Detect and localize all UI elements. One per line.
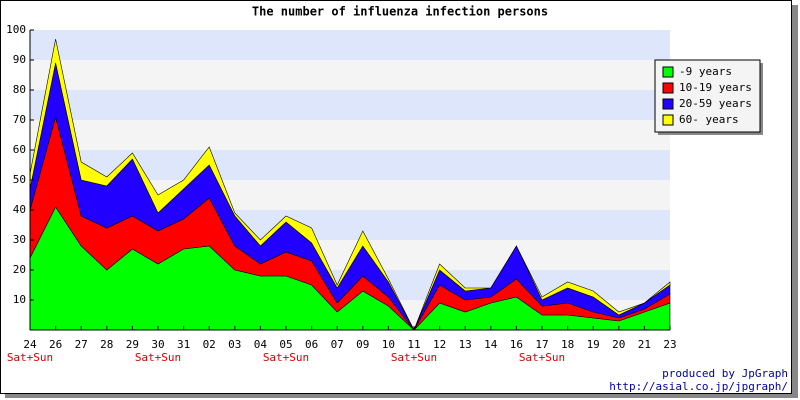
x-tick-label: 06 xyxy=(305,338,318,351)
x-tick-label: 20 xyxy=(612,338,625,351)
x-tick-label: 13 xyxy=(459,338,472,351)
grid-band xyxy=(30,30,670,60)
x-tick-label: 14 xyxy=(484,338,498,351)
x-tick-label: 10 xyxy=(382,338,395,351)
x-sublabel: Sat+Sun xyxy=(7,351,53,364)
x-tick-label: 02 xyxy=(203,338,216,351)
chart-title: The number of influenza infection person… xyxy=(252,5,548,19)
x-sublabel: Sat+Sun xyxy=(263,351,309,364)
y-tick-label: 20 xyxy=(13,263,26,276)
x-tick-label: 24 xyxy=(23,338,37,351)
x-tick-label: 23 xyxy=(663,338,676,351)
frame-shadow xyxy=(5,394,798,398)
x-tick-label: 04 xyxy=(254,338,268,351)
x-tick-label: 03 xyxy=(228,338,241,351)
x-sublabel: Sat+Sun xyxy=(391,351,437,364)
legend-label: 60- years xyxy=(679,113,739,126)
x-tick-label: 28 xyxy=(100,338,113,351)
legend-swatch xyxy=(662,98,674,110)
x-tick-label: 17 xyxy=(535,338,548,351)
x-tick-label: 07 xyxy=(331,338,344,351)
area xyxy=(29,38,671,331)
y-tick-label: 50 xyxy=(13,173,26,186)
y-tick-label: 70 xyxy=(13,113,26,126)
x-tick-label: 12 xyxy=(433,338,446,351)
x-tick-label: 05 xyxy=(279,338,292,351)
x-tick-label: 16 xyxy=(510,338,523,351)
y-tick-label: 80 xyxy=(13,83,26,96)
y-tick-label: 90 xyxy=(13,53,26,66)
legend-label: -9 years xyxy=(679,65,732,78)
legend-label: 10-19 years xyxy=(679,81,752,94)
legend-swatch xyxy=(662,114,674,126)
legend-swatch xyxy=(662,66,674,78)
y-tick-label: 40 xyxy=(13,203,26,216)
credit: produced by JpGraph xyxy=(662,367,788,380)
x-tick-label: 19 xyxy=(587,338,600,351)
x-tick-label: 18 xyxy=(561,338,574,351)
x-tick-label: 26 xyxy=(49,338,62,351)
y-tick-label: 10 xyxy=(13,293,26,306)
x-tick-label: 21 xyxy=(638,338,651,351)
y-tick-label: 30 xyxy=(13,233,26,246)
grid-band xyxy=(30,90,670,120)
legend-label: 20-59 years xyxy=(679,97,752,110)
x-tick-label: 09 xyxy=(356,338,369,351)
x-sublabel: Sat+Sun xyxy=(519,351,565,364)
x-sublabel: Sat+Sun xyxy=(135,351,181,364)
y-tick-label: 100 xyxy=(6,23,26,36)
x-tick-label: 11 xyxy=(407,338,420,351)
x-tick-label: 30 xyxy=(151,338,164,351)
credit: http://asial.co.jp/jpgraph/ xyxy=(609,380,788,393)
frame-shadow xyxy=(792,5,798,398)
x-tick-label: 31 xyxy=(177,338,190,351)
legend-swatch xyxy=(662,82,674,94)
x-tick-label: 27 xyxy=(75,338,88,351)
y-tick-label: 60 xyxy=(13,143,26,156)
x-tick-label: 29 xyxy=(126,338,139,351)
